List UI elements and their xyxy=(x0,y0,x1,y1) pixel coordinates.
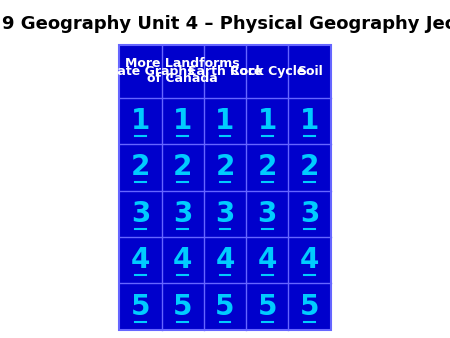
Text: 4: 4 xyxy=(257,246,277,274)
Bar xyxy=(119,45,331,330)
Text: 5: 5 xyxy=(130,293,150,321)
Text: 1: 1 xyxy=(258,107,277,135)
Text: 2: 2 xyxy=(131,153,150,182)
Text: 3: 3 xyxy=(173,200,193,228)
Text: 3: 3 xyxy=(131,200,150,228)
Text: Soil: Soil xyxy=(297,65,323,78)
Text: 4: 4 xyxy=(173,246,193,274)
Text: 3: 3 xyxy=(215,200,235,228)
Text: 2: 2 xyxy=(215,153,235,182)
Text: 2: 2 xyxy=(257,153,277,182)
Text: 5: 5 xyxy=(257,293,277,321)
Text: Earth Core: Earth Core xyxy=(188,65,262,78)
Text: Rock Cycle: Rock Cycle xyxy=(230,65,305,78)
Text: 1: 1 xyxy=(216,107,234,135)
Text: Grade 9 Geography Unit 4 – Physical Geography Jeopardy: Grade 9 Geography Unit 4 – Physical Geog… xyxy=(0,15,450,33)
Text: 5: 5 xyxy=(300,293,319,321)
Text: 1: 1 xyxy=(131,107,150,135)
Text: 2: 2 xyxy=(300,153,319,182)
Text: 3: 3 xyxy=(300,200,319,228)
Text: Climate Graphs: Climate Graphs xyxy=(86,65,194,78)
Text: 2: 2 xyxy=(173,153,193,182)
Text: 5: 5 xyxy=(173,293,193,321)
Text: 1: 1 xyxy=(173,107,192,135)
Text: 4: 4 xyxy=(131,246,150,274)
Text: More Landforms
of Canada: More Landforms of Canada xyxy=(126,57,240,85)
Text: 1: 1 xyxy=(300,107,319,135)
Text: 4: 4 xyxy=(300,246,319,274)
Text: 4: 4 xyxy=(215,246,235,274)
Text: 3: 3 xyxy=(257,200,277,228)
Text: 5: 5 xyxy=(215,293,235,321)
